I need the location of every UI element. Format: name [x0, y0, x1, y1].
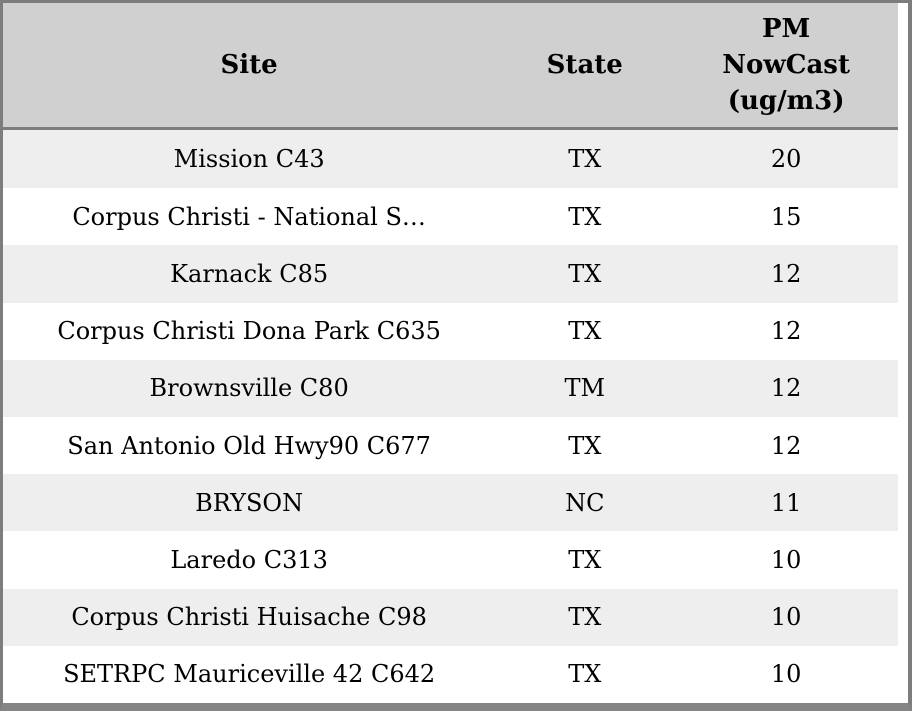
table-row: Mission C43 TX 20 [3, 128, 898, 189]
column-header-pm-line3: (ug/m3) [727, 85, 845, 116]
state-cell: TM [564, 374, 606, 403]
site-cell: Brownsville C80 [149, 374, 349, 403]
pm-cell: 12 [770, 260, 802, 289]
pm-cell: 12 [770, 317, 802, 346]
site-cell: SETRPC Mauriceville 42 C642 [63, 660, 436, 689]
column-header-state: State [495, 3, 675, 130]
scrollbar-track[interactable] [898, 3, 908, 703]
pm-cell: 12 [770, 431, 802, 460]
state-cell: TX [568, 431, 602, 460]
state-cell: TX [568, 660, 602, 689]
site-cell: Corpus Christi Dona Park C635 [57, 317, 441, 346]
table-row: Laredo C313 TX 10 [3, 531, 898, 589]
pm-cell: 10 [770, 545, 802, 574]
site-cell: San Antonio Old Hwy90 C677 [67, 431, 431, 460]
pm-cell: 10 [770, 660, 802, 689]
state-cell: TX [568, 603, 602, 632]
header-row: Site State PM NowCast (ug/m3) [3, 3, 898, 130]
state-cell: TX [568, 144, 602, 173]
pm-cell: 20 [770, 144, 802, 173]
state-cell: TX [568, 545, 602, 574]
state-cell: TX [568, 317, 602, 346]
pm-cell: 12 [770, 374, 802, 403]
pm-cell: 10 [770, 603, 802, 632]
column-header-site: Site [3, 3, 496, 130]
site-cell: Karnack C85 [170, 260, 329, 289]
table-row: SETRPC Mauriceville 42 C642 TX 10 [3, 645, 898, 703]
site-cell: Laredo C313 [170, 545, 328, 574]
state-cell: NC [565, 488, 605, 517]
column-header-pm-line2: NowCast [722, 49, 850, 80]
pm-nowcast-table: Site State PM NowCast (ug/m3) Mission C4… [3, 3, 898, 703]
table-header: Site State PM NowCast (ug/m3) [3, 3, 898, 130]
pm-cell: 15 [770, 202, 802, 231]
table-body: Mission C43 TX 20 Corpus Christi - Natio… [3, 128, 898, 703]
site-cell: BRYSON [195, 488, 304, 517]
column-header-pm-nowcast: PM NowCast (ug/m3) [674, 3, 898, 130]
table-row: Brownsville C80 TM 12 [3, 359, 898, 417]
table-row: Corpus Christi Huisache C98 TX 10 [3, 588, 898, 646]
table-row: San Antonio Old Hwy90 C677 TX 12 [3, 417, 898, 475]
table-row: BRYSON NC 11 [3, 474, 898, 532]
table-row: Corpus Christi Dona Park C635 TX 12 [3, 302, 898, 360]
state-cell: TX [568, 260, 602, 289]
table-row: Corpus Christi - National S… TX 15 [3, 188, 898, 246]
site-cell: Corpus Christi Huisache C98 [71, 603, 427, 632]
column-header-pm-line1: PM [761, 13, 811, 44]
column-header-site-label: Site [220, 49, 278, 80]
state-cell: TX [568, 202, 602, 231]
site-cell: Corpus Christi - National S… [72, 202, 426, 231]
pm-cell: 11 [770, 488, 802, 517]
table-row: Karnack C85 TX 12 [3, 245, 898, 303]
column-header-state-label: State [546, 49, 623, 80]
site-cell: Mission C43 [173, 144, 325, 173]
pm-nowcast-table-area: Site State PM NowCast (ug/m3) Mission C4… [3, 3, 898, 703]
